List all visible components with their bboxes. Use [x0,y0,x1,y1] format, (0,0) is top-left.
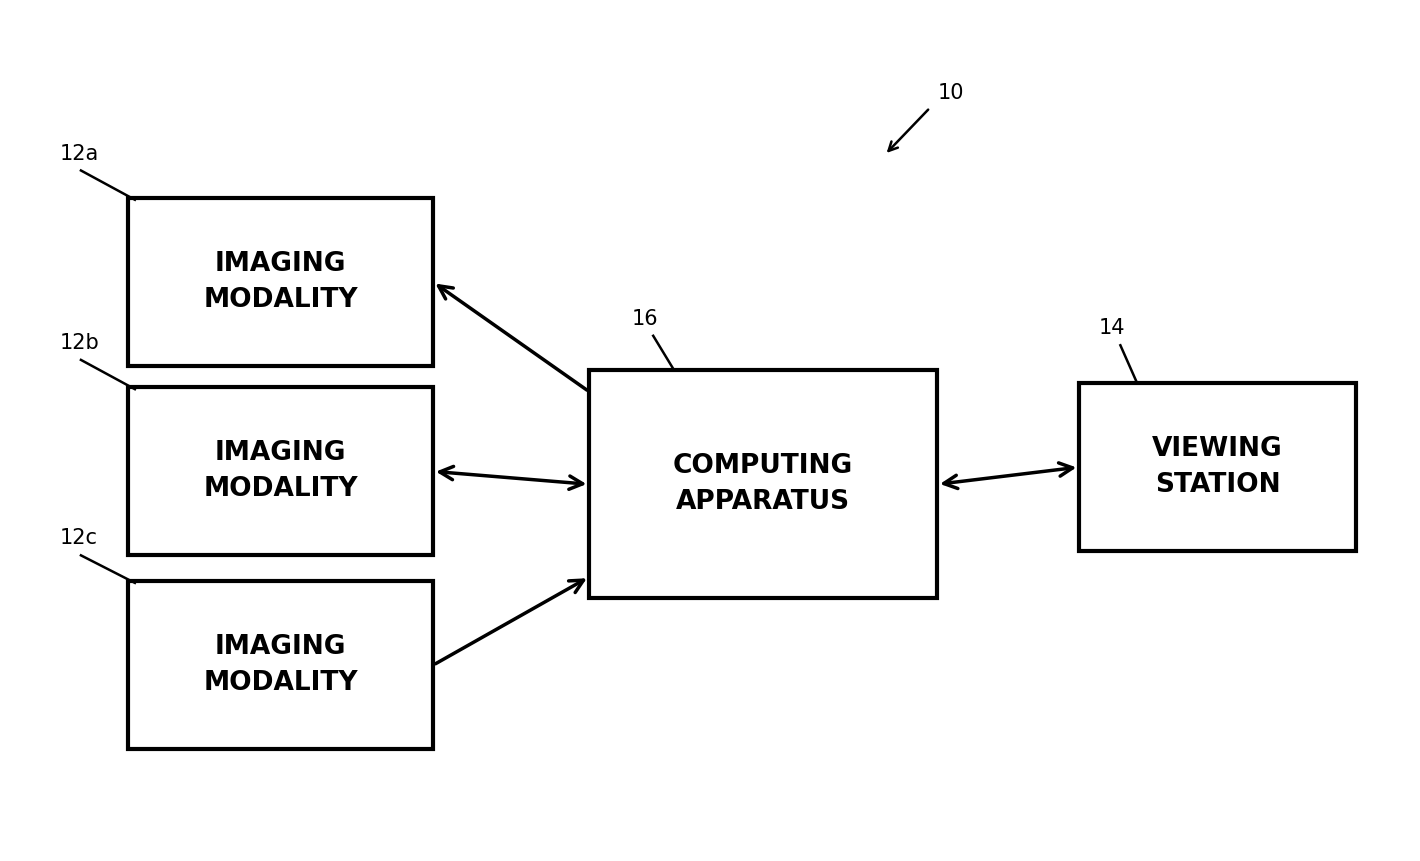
Text: 12a: 12a [60,144,99,164]
Bar [589,370,937,598]
Text: IMAGING
MODALITY: IMAGING MODALITY [203,440,358,503]
Text: 12c: 12c [60,529,98,548]
Text: IMAGING
MODALITY: IMAGING MODALITY [203,634,358,697]
Bar [128,387,433,555]
Text: 16: 16 [632,309,659,329]
Text: VIEWING
STATION: VIEWING STATION [1152,436,1284,499]
Bar [128,581,433,749]
Bar [1079,383,1356,551]
Text: COMPUTING
APPARATUS: COMPUTING APPARATUS [673,453,853,516]
Text: 10: 10 [937,84,964,103]
Bar [128,198,433,366]
Text: 14: 14 [1099,319,1126,338]
Text: 12b: 12b [60,333,99,353]
Text: IMAGING
MODALITY: IMAGING MODALITY [203,251,358,313]
